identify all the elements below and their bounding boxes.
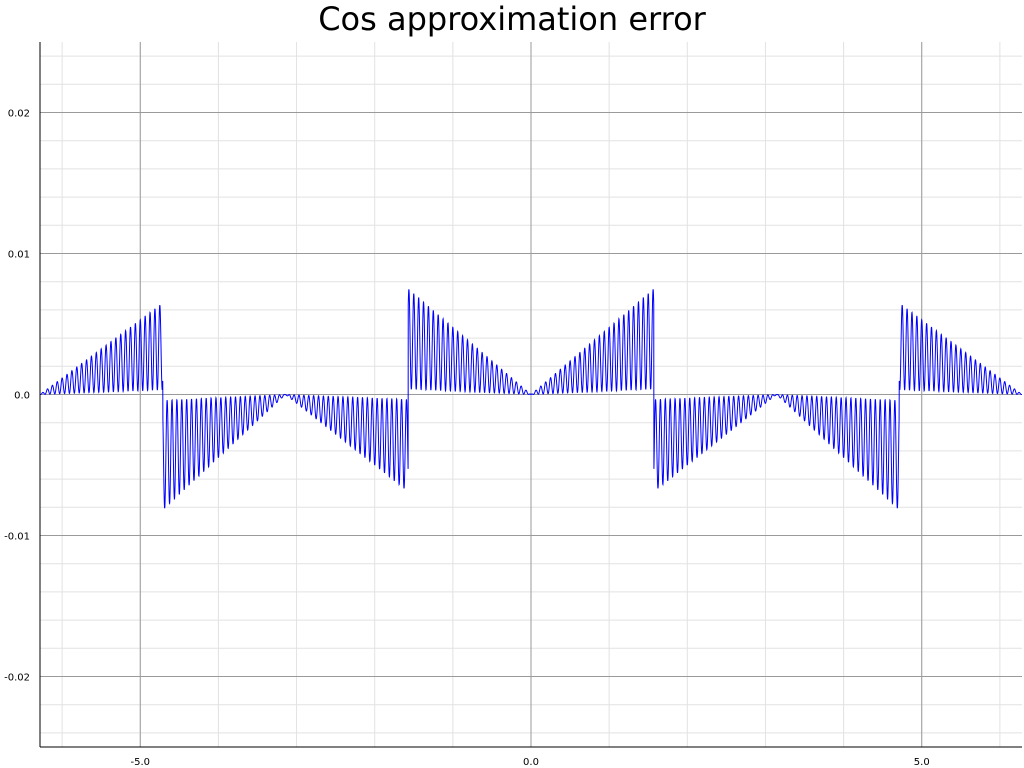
y-tick-label: -0.02 bbox=[4, 673, 30, 684]
x-tick-label: -5.0 bbox=[131, 757, 151, 768]
chart-title: Cos approximation error bbox=[318, 0, 706, 38]
major-grid bbox=[40, 42, 1022, 747]
y-tick-label: 0.02 bbox=[8, 109, 30, 120]
tick-labels: -5.0 0.0 5.0 0.02 0.01 0.0 -0.01 -0.02 bbox=[4, 109, 930, 768]
series-layer bbox=[39, 289, 1023, 509]
series-line bbox=[39, 289, 1023, 509]
y-tick-label: -0.01 bbox=[4, 532, 30, 543]
axes bbox=[39, 42, 1022, 748]
y-tick-label: 0.0 bbox=[14, 391, 30, 402]
y-tick-label: 0.01 bbox=[8, 250, 30, 261]
x-tick-label: 0.0 bbox=[523, 757, 539, 768]
x-tick-label: 5.0 bbox=[914, 757, 930, 768]
